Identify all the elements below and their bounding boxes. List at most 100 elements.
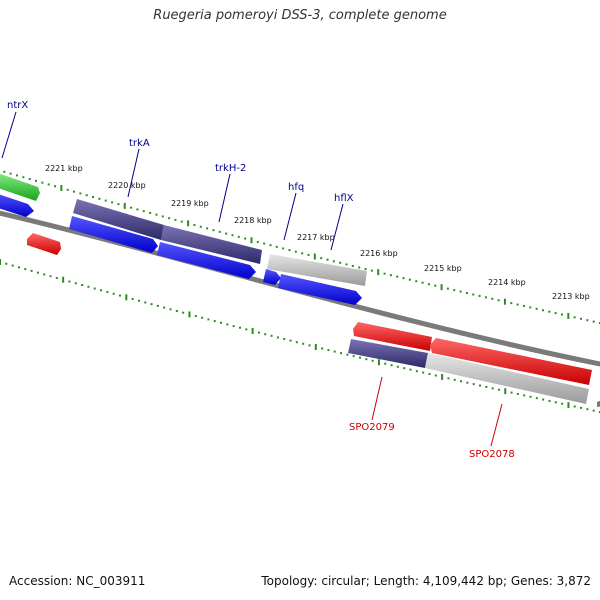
feature-arrow[interactable] bbox=[157, 242, 256, 279]
ruler-minor-tick bbox=[516, 392, 519, 395]
feature-arrow[interactable] bbox=[0, 193, 34, 217]
ruler-minor-tick bbox=[207, 318, 210, 321]
ruler-minor-tick bbox=[93, 287, 96, 290]
ruler-major-tick bbox=[0, 259, 1, 265]
ruler-minor-tick bbox=[491, 297, 494, 300]
gene-label-hflX[interactable]: hflX bbox=[334, 193, 354, 204]
ruler-major-tick bbox=[441, 373, 444, 380]
ruler-minor-tick bbox=[548, 399, 551, 402]
ruler-minor-tick bbox=[282, 247, 285, 250]
ruler-minor-tick bbox=[453, 378, 456, 381]
feature-arrow[interactable] bbox=[27, 233, 61, 255]
genome-summary-text: Topology: circular; Length: 4,109,442 bp… bbox=[261, 574, 591, 588]
feature-arrow[interactable] bbox=[430, 338, 592, 385]
ruler-minor-tick bbox=[212, 229, 215, 232]
ruler-minor-tick bbox=[3, 170, 6, 173]
ruler-minor-tick bbox=[466, 381, 469, 384]
ruler-minor-tick bbox=[497, 388, 500, 391]
ruler-minor-tick bbox=[237, 235, 240, 238]
ruler-minor-tick bbox=[453, 289, 456, 292]
ruler-major-tick bbox=[62, 276, 65, 283]
ruler-minor-tick bbox=[24, 268, 27, 271]
ruler-minor-tick bbox=[415, 370, 418, 373]
feature-arrow[interactable] bbox=[69, 216, 158, 253]
ruler-minor-tick bbox=[402, 277, 405, 280]
ruler-minor-tick bbox=[592, 320, 595, 323]
ruler-major-tick bbox=[567, 312, 570, 319]
ruler-minor-tick bbox=[199, 225, 202, 228]
ruler-minor-tick bbox=[232, 325, 235, 328]
ruler-minor-tick bbox=[142, 210, 145, 213]
gene-label-hfq[interactable]: hfq bbox=[288, 182, 304, 193]
ruler-minor-tick bbox=[389, 274, 392, 277]
ruler-minor-tick bbox=[276, 336, 279, 339]
ruler-minor-tick bbox=[345, 263, 348, 266]
ruler-minor-tick bbox=[68, 280, 71, 283]
ruler-minor-tick bbox=[17, 266, 20, 269]
ruler-minor-tick bbox=[497, 299, 500, 302]
ruler-minor-tick bbox=[554, 312, 557, 315]
ruler-minor-tick bbox=[340, 352, 343, 355]
gene-trkH2-feature[interactable] bbox=[161, 225, 262, 264]
gene-label-trkA[interactable]: trkA bbox=[129, 138, 150, 149]
ruler-minor-tick bbox=[396, 275, 399, 278]
ruler-minor-tick bbox=[49, 275, 52, 278]
ruler-minor-tick bbox=[295, 341, 298, 344]
gene-SPO2079-feature[interactable] bbox=[348, 339, 428, 368]
ruler-minor-tick bbox=[522, 304, 525, 307]
gene-label-ntrX[interactable]: ntrX bbox=[7, 100, 28, 111]
forward-gene-leaders bbox=[1, 111, 344, 251]
genome-backbone-segment bbox=[597, 400, 600, 407]
ruler-minor-tick bbox=[130, 206, 133, 209]
feature-arrow[interactable] bbox=[278, 274, 362, 305]
ruler-minor-tick bbox=[150, 303, 153, 306]
ruler-minor-tick bbox=[36, 271, 39, 274]
ruler-minor-tick bbox=[156, 304, 159, 307]
feature-arrow[interactable] bbox=[353, 322, 432, 351]
ruler-minor-tick bbox=[87, 285, 90, 288]
ruler-minor-tick bbox=[79, 192, 82, 195]
gene-SPO2078-feature[interactable] bbox=[425, 353, 589, 404]
ruler-minor-tick bbox=[586, 408, 589, 411]
map-title: Ruegeria pomeroyi DSS-3, complete genome bbox=[153, 8, 447, 23]
ruler-minor-tick bbox=[447, 377, 450, 380]
ruler-minor-tick bbox=[106, 291, 109, 294]
ruler-minor-tick bbox=[459, 290, 462, 293]
ruler-label: 2217 kbp bbox=[297, 233, 335, 242]
gene-hflX-feature[interactable] bbox=[267, 254, 367, 286]
ruler-minor-tick bbox=[371, 359, 374, 362]
ruler-minor-tick bbox=[98, 197, 101, 200]
ruler-minor-tick bbox=[321, 347, 324, 350]
ruler-minor-tick bbox=[523, 394, 526, 397]
ruler-minor-tick bbox=[535, 307, 538, 310]
ruler-minor-tick bbox=[11, 264, 14, 267]
ruler-minor-tick bbox=[30, 269, 33, 272]
gene-label-SPO2078[interactable]: SPO2078 bbox=[469, 449, 515, 460]
ruler-minor-tick bbox=[478, 294, 481, 297]
ruler-minor-tick bbox=[359, 356, 361, 359]
ruler-major-tick bbox=[314, 343, 317, 350]
ruler-minor-tick bbox=[55, 276, 58, 279]
ruler-minor-tick bbox=[535, 397, 538, 400]
feature-arrow[interactable] bbox=[263, 269, 281, 285]
ruler-minor-tick bbox=[421, 281, 424, 284]
ruler-minor-tick bbox=[193, 224, 196, 227]
ruler-minor-tick bbox=[396, 365, 399, 368]
ruler-minor-tick bbox=[66, 188, 69, 191]
ruler-major-tick bbox=[187, 220, 190, 227]
gene-trkA-feature[interactable] bbox=[73, 199, 164, 240]
ruler-minor-tick bbox=[446, 287, 449, 290]
gene-ntrX-feature[interactable] bbox=[0, 172, 40, 201]
ruler-minor-tick bbox=[43, 273, 46, 276]
ruler-minor-tick bbox=[548, 310, 551, 313]
ruler-minor-tick bbox=[289, 339, 292, 342]
ruler-minor-tick bbox=[409, 368, 412, 371]
ruler-major-tick bbox=[251, 327, 254, 334]
gene-label-SPO2079[interactable]: SPO2079 bbox=[349, 422, 395, 433]
ruler-minor-tick bbox=[302, 342, 305, 345]
ruler-ticks-upper bbox=[3, 170, 600, 324]
ruler-minor-tick bbox=[269, 244, 272, 247]
gene-label-trkH-2[interactable]: trkH-2 bbox=[215, 163, 246, 174]
ruler-minor-tick bbox=[257, 331, 260, 334]
ruler-minor-tick bbox=[333, 350, 336, 353]
